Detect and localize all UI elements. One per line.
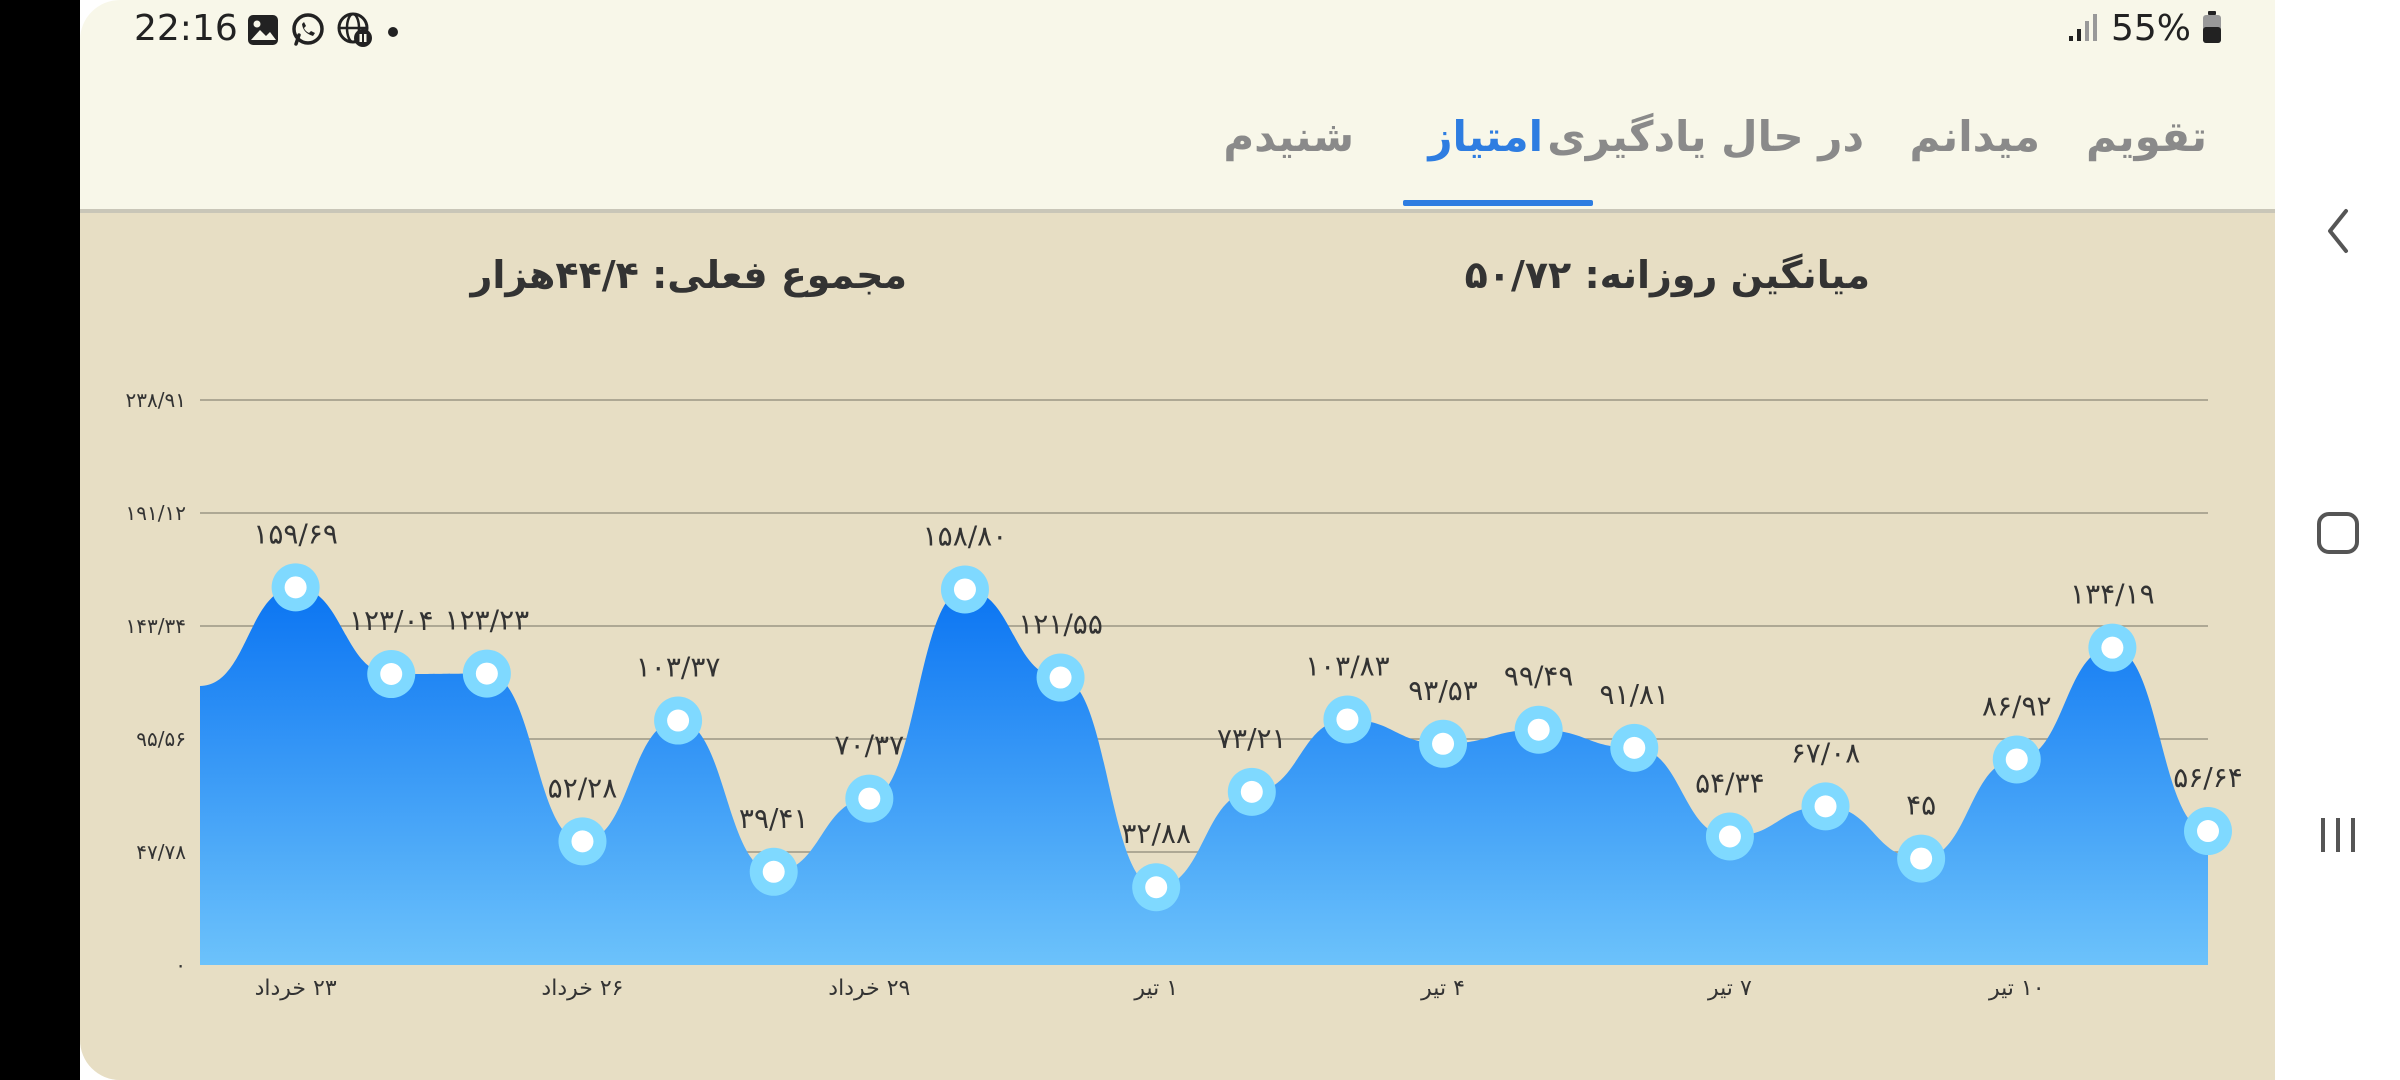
y-tick-label: ۱۴۳/۳۴ [126, 614, 186, 638]
navigation-bar [2275, 0, 2400, 1080]
data-point-center [2101, 636, 2124, 659]
data-point-center [762, 860, 785, 883]
gallery-icon [245, 12, 281, 48]
signal-icon [2067, 12, 2101, 46]
tab-divider [80, 209, 2275, 213]
data-label: ۶۷/۰۸ [1791, 736, 1861, 769]
data-point-center [1910, 847, 1933, 870]
data-point-center [284, 576, 307, 599]
data-label: ۳۲/۸۸ [1121, 817, 1191, 850]
data-label: ۹۱/۸۱ [1599, 678, 1669, 711]
globe-pause-icon [335, 10, 375, 50]
x-tick-label: ۱ تیر [1133, 976, 1178, 1001]
whatsapp-icon [289, 11, 327, 49]
area-fill [200, 587, 2208, 965]
data-point-center [1718, 825, 1741, 848]
data-point-center [571, 830, 594, 853]
data-point-center [2005, 748, 2028, 771]
tab-learning[interactable]: در حال یادگیری [1547, 112, 1864, 161]
marker-layer [271, 563, 2232, 912]
screen-bezel [0, 0, 80, 1080]
tab-known[interactable]: میدانم [1909, 112, 2040, 161]
x-tick-label: ۲۳ خرداد [255, 976, 337, 1001]
data-label: ۷۳/۲۱ [1217, 722, 1287, 755]
data-label: ۱۳۴/۱۹ [2070, 578, 2155, 611]
active-tab-indicator [1403, 200, 1593, 206]
data-label: ۱۰۳/۸۳ [1305, 649, 1390, 682]
x-tick-label: ۴ تیر [1420, 976, 1465, 1001]
y-tick-label: ۱۹۱/۱۲ [126, 501, 186, 525]
data-point-center [1814, 795, 1837, 818]
y-tick-label: ۰ [175, 953, 186, 977]
data-label: ۹۳/۵۳ [1408, 674, 1478, 707]
data-label: ۵۴/۳۴ [1695, 766, 1765, 799]
data-label: ۹۹/۴۹ [1504, 660, 1574, 693]
data-point-center [858, 787, 881, 810]
home-square-icon [2313, 508, 2363, 562]
data-point-center [1336, 708, 1359, 731]
score-chart: ۱۵۹/۶۹ ۱۲۳/۰۴ ۱۲۳/۲۳ ۵۲/۲۸ ۱۰۳/۳۷ ۳۹/۴۱ ۷۰/۳۷ ۱… [126, 388, 2243, 1001]
y-tick-label: ۴۷/۷۸ [136, 840, 186, 864]
recents-button[interactable] [2275, 792, 2400, 882]
tab-calendar[interactable]: تقویم [2085, 112, 2207, 161]
data-label: ۱۲۳/۰۴ [349, 604, 434, 637]
data-label: ۸۶/۹۲ [1982, 689, 2052, 722]
y-tick-label: ۲۳۸/۹۱ [126, 388, 186, 412]
daily-average: میانگین روزانه: ۵۰/۷۲ [1464, 253, 1870, 297]
back-button[interactable] [2275, 188, 2400, 278]
status-time: 22:16 [134, 8, 238, 49]
data-point-center [1240, 780, 1263, 803]
x-tick-label: ۲۶ خرداد [541, 976, 623, 1001]
score-panel: میانگین روزانه: ۵۰/۷۲ مجموع فعلی: ۴۴/۴هز… [80, 213, 2275, 1080]
status-right: 55% [2067, 8, 2223, 49]
area-layer [200, 587, 2208, 965]
app-screen: 22:16 55% تقویم میدان [80, 0, 2275, 1080]
status-bar: 22:16 55% [80, 0, 2275, 64]
data-point-center [1527, 718, 1550, 741]
dot-icon [383, 12, 403, 48]
home-button[interactable] [2275, 490, 2400, 580]
current-total: مجموع فعلی: ۴۴/۴هزار [470, 253, 907, 297]
data-label: ۵۲/۲۸ [548, 771, 618, 804]
battery-icon [2201, 9, 2223, 49]
data-point-center [667, 709, 690, 732]
data-label: ۳۹/۴۱ [739, 802, 809, 835]
tab-heard[interactable]: شنیدم [1223, 112, 1354, 161]
data-label: ۱۵۹/۶۹ [253, 517, 338, 550]
tab-score[interactable]: امتیاز [1428, 112, 1543, 161]
data-point-center [475, 662, 498, 685]
chevron-left-icon [2318, 201, 2358, 265]
notification-icons [245, 10, 403, 50]
data-label: ۷۰/۳۷ [835, 729, 905, 762]
data-point-center [1432, 732, 1455, 755]
data-label: ۴۵ [1906, 789, 1936, 822]
axis-layer: ۰ ۴۷/۷۸ ۹۵/۵۶ ۱۴۳/۳۴ ۱۹۱/۱۲ ۲۳۸/۹۱ ۲۳ خرداد ۲۶ … [126, 388, 2045, 1001]
data-label: ۱۵۸/۸۰ [923, 519, 1008, 552]
data-point-center [380, 663, 403, 686]
data-label: ۱۰۳/۳۷ [636, 651, 721, 684]
y-tick-label: ۹۵/۵۶ [136, 727, 186, 751]
recents-icon [2313, 810, 2363, 864]
x-tick-label: ۱۰ تیر [1988, 976, 2045, 1001]
tab-bar: تقویم میدانم در حال یادگیری امتیاز شنیدم [80, 64, 2275, 212]
x-tick-label: ۷ تیر [1707, 976, 1752, 1001]
data-point-center [1049, 666, 1072, 689]
data-label: ۱۲۳/۲۳ [445, 604, 530, 637]
data-point-center [1145, 876, 1168, 899]
battery-percent: 55% [2110, 8, 2191, 49]
data-point-center [2197, 820, 2219, 843]
x-tick-label: ۲۹ خرداد [828, 976, 910, 1001]
label-layer: ۱۵۹/۶۹ ۱۲۳/۰۴ ۱۲۳/۲۳ ۵۲/۲۸ ۱۰۳/۳۷ ۳۹/۴۱ ۷۰/۳۷ ۱… [253, 517, 2242, 850]
data-point-center [953, 578, 976, 601]
data-label: ۵۶/۶۴ [2173, 761, 2243, 794]
data-point-center [1623, 736, 1646, 759]
data-label: ۱۲۱/۵۵ [1018, 608, 1103, 641]
